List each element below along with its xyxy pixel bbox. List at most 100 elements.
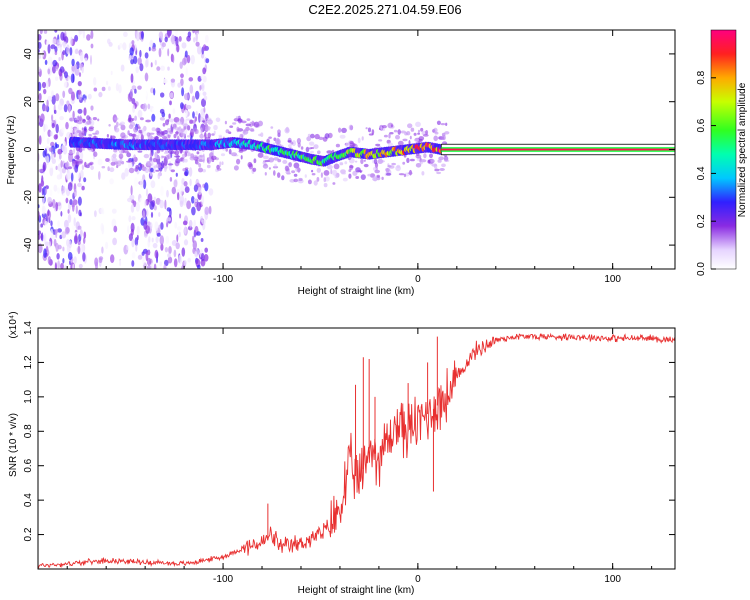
spectrogram-noise-cell: [47, 163, 53, 169]
spectrogram-halo-cell: [211, 155, 217, 160]
spectrogram-noise-cell: [44, 241, 50, 247]
spectrogram-halo-cell: [119, 149, 123, 154]
spectrogram-halo-cell: [182, 123, 189, 128]
spectrogram-noise-cell: [141, 251, 145, 256]
spectrogram-halo-cell: [339, 162, 344, 166]
spectrogram-noise-cell: [163, 78, 167, 83]
spectrogram-noise-cell: [171, 34, 176, 45]
spectrogram-noise-cell: [195, 41, 200, 47]
spectrogram-noise-cell: [167, 31, 171, 38]
spectrogram-halo-cell: [332, 182, 336, 185]
spectrogram-halo-cell: [211, 133, 215, 136]
spectrogram-noise-cell: [139, 63, 144, 72]
spectrogram-noise-cell: [111, 208, 117, 214]
snr-scale-label: (x10⁴): [8, 311, 19, 338]
spectrogram-noise-cell: [133, 55, 138, 65]
spectrogram-halo-cell: [409, 135, 412, 140]
spectrogram-noise-cell: [67, 252, 73, 261]
spectrogram-noise-cell: [175, 36, 179, 47]
spectrogram-noise-cell: [137, 57, 142, 66]
spectrogram-halo-cell: [194, 116, 198, 122]
spectrogram-noise-cell: [109, 178, 114, 185]
spectrogram-halo-cell: [284, 127, 290, 134]
spectrogram-noise-cell: [51, 122, 55, 129]
spectrogram-noise-cell: [73, 256, 77, 264]
spectrogram-noise-cell: [75, 233, 78, 243]
colorbar-tick-label: 0.4: [696, 166, 707, 180]
spectrogram-noise-cell: [111, 218, 117, 228]
spectrogram-noise-cell: [49, 166, 54, 177]
spectrogram-halo-cell: [406, 157, 410, 163]
spectrogram-halo-cell: [183, 158, 188, 163]
spectrogram-halo-cell: [73, 148, 76, 154]
spectrogram-noise-cell: [43, 88, 47, 95]
spectrogram-halo-cell: [277, 129, 281, 135]
spectrogram-noise-cell: [200, 127, 203, 135]
spectrogram-halo-cell: [335, 143, 340, 148]
spectrogram-noise-cell: [57, 220, 60, 228]
spectrogram-noise-cell: [195, 32, 198, 43]
spectrogram-noise-cell: [38, 234, 41, 240]
spectrogram-noise-cell: [147, 103, 151, 110]
spectrogram-noise-cell: [119, 42, 123, 49]
snr-xtick-label: 100: [604, 574, 621, 585]
spectrogram-halo-cell: [69, 117, 74, 122]
spectrogram-noise-cell: [129, 88, 133, 98]
spectrogram-noise-cell: [181, 265, 185, 269]
spectrogram-noise-cell: [186, 104, 192, 110]
spectrogram-noise-cell: [38, 81, 42, 92]
spectrogram-halo-cell: [159, 168, 162, 173]
spectrogram-noise-cell: [188, 77, 194, 82]
spectrogram-halo-cell: [127, 130, 130, 136]
spectrogram-halo-cell: [253, 158, 257, 164]
spectrogram-ytick-label: 40: [23, 48, 34, 60]
spectrogram-halo-cell: [126, 152, 132, 158]
spectrogram-noise-cell: [84, 91, 88, 96]
colorbar-tick-label: 0.8: [696, 70, 707, 84]
spectrogram-halo-cell: [225, 148, 228, 152]
spectrogram-halo-cell: [433, 127, 438, 133]
spectrogram-halo-cell: [388, 133, 391, 139]
spectrogram-halo-cell: [291, 170, 296, 174]
spectrogram-noise-cell: [138, 74, 144, 84]
spectrogram-noise-cell: [75, 205, 78, 215]
spectrogram-halo-cell: [368, 133, 374, 136]
spectrogram-noise-cell: [161, 160, 164, 169]
spectrogram-halo-cell: [147, 160, 154, 167]
spectrogram-halo-cell: [92, 132, 97, 135]
spectrogram-noise-cell: [197, 187, 202, 196]
spectrogram-halo-cell: [187, 125, 191, 131]
spectrogram-halo-cell: [163, 130, 168, 133]
spectrogram-noise-cell: [179, 200, 184, 208]
spectrogram-halo-cell: [202, 158, 205, 162]
spectrogram-noise-cell: [132, 104, 136, 114]
spectrogram-noise-cell: [166, 217, 172, 222]
spectrogram-noise-cell: [158, 212, 161, 217]
spectrogram-noise-cell: [147, 221, 151, 226]
spectrogram-noise-cell: [67, 182, 73, 192]
spectrogram-halo-cell: [266, 138, 270, 144]
spectrogram-xtick-label: -100: [213, 274, 233, 285]
spectrogram-halo-cell: [389, 132, 394, 135]
spectrogram-noise-cell: [72, 110, 75, 120]
spectrogram-halo-cell: [385, 167, 391, 172]
spectrogram-halo-cell: [70, 155, 73, 158]
spectrogram-noise-cell: [38, 175, 42, 180]
spectrogram-noise-cell: [179, 61, 183, 69]
spectrogram-halo-cell: [332, 169, 338, 176]
spectrogram-halo-cell: [381, 125, 387, 129]
spectrogram-steady-core: [441, 148, 675, 151]
spectrogram-halo-cell: [185, 118, 191, 121]
spectrogram-halo-cell: [161, 155, 167, 158]
spectrogram-halo-cell: [182, 153, 186, 159]
spectrogram-halo-cell: [246, 118, 251, 121]
spectrogram-halo-cell: [187, 135, 191, 138]
spectrogram-noise-cell: [152, 242, 158, 249]
spectrogram-noise-cell: [63, 79, 67, 89]
spectrogram-halo-cell: [436, 120, 441, 126]
spectrogram-noise-cell: [46, 80, 49, 89]
spectrogram-halo-cell: [236, 126, 240, 133]
spectrogram-halo-cell: [444, 131, 450, 135]
spectrogram-halo-cell: [120, 132, 126, 139]
